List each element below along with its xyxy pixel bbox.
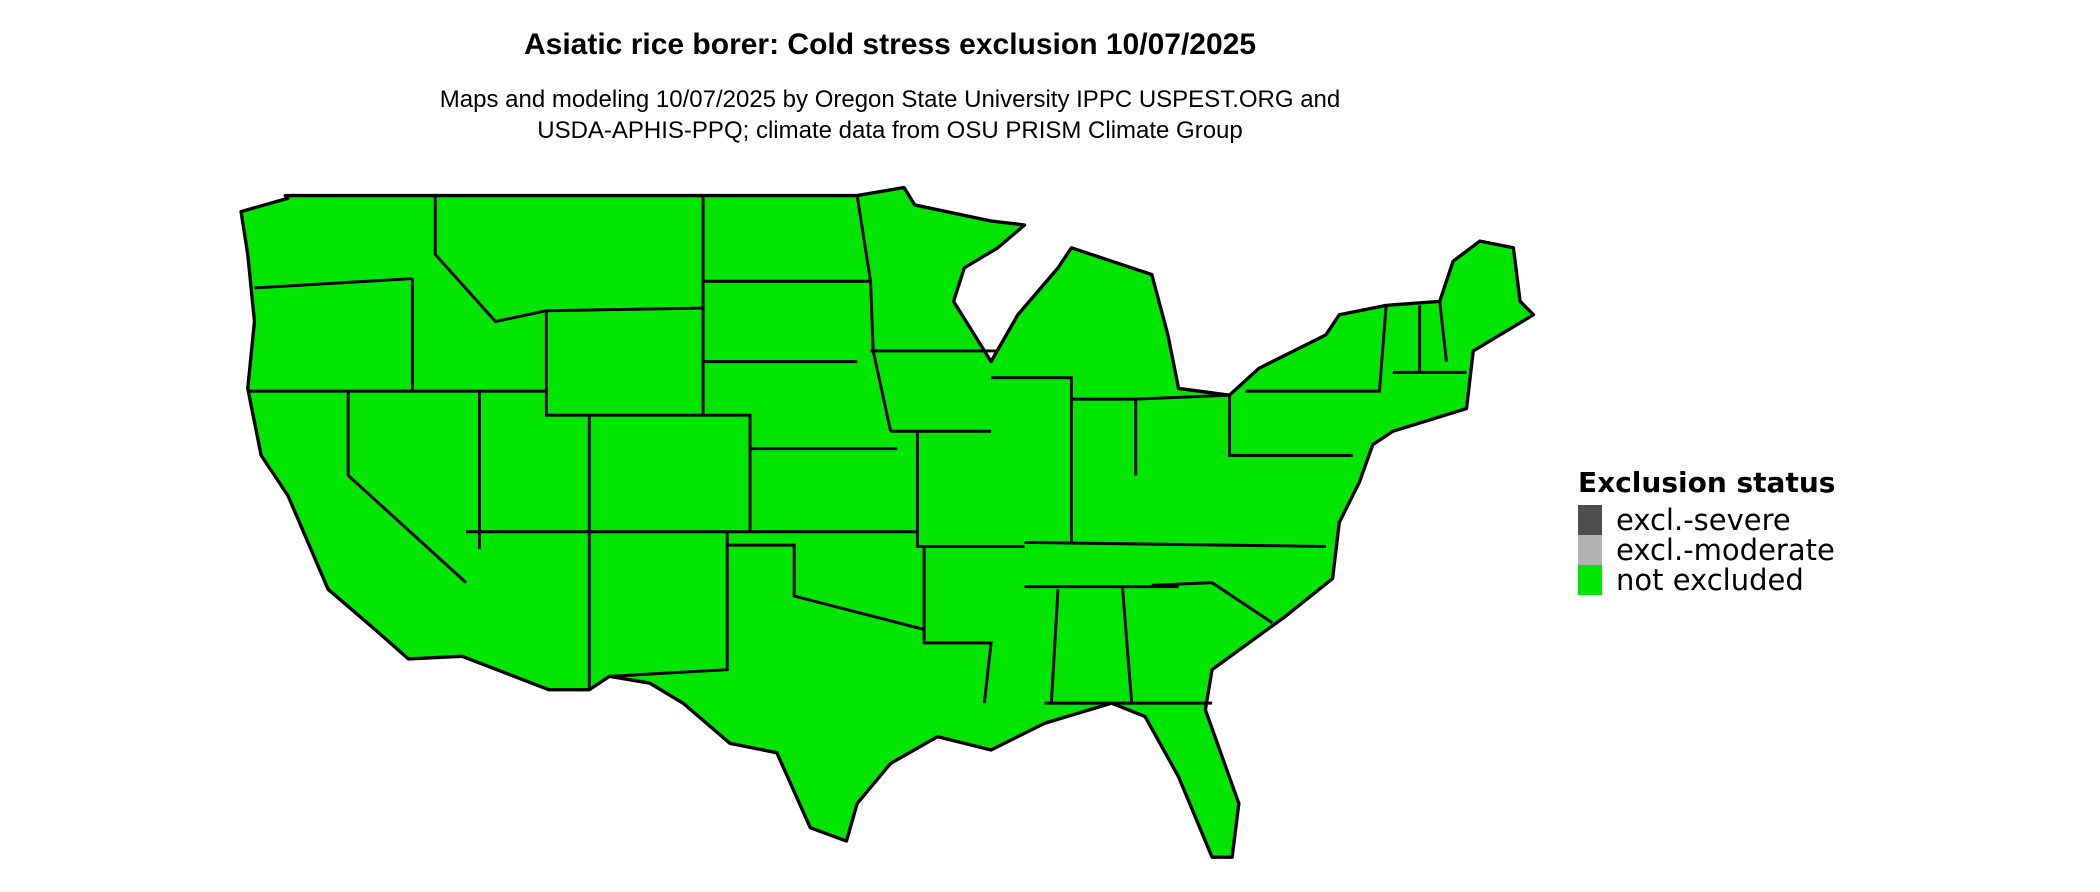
subtitle-line-1: Maps and modeling 10/07/2025 by Oregon S…	[439, 86, 1341, 113]
legend-swatch	[1578, 535, 1602, 565]
map-title: Asiatic rice borer: Cold stress exclusio…	[523, 28, 1257, 61]
legend-label: excl.-moderate	[1616, 533, 1835, 567]
legend-item-excl-moderate: excl.-moderate	[1578, 535, 1835, 565]
state-borders	[247, 194, 1467, 705]
legend-label: excl.-severe	[1616, 503, 1791, 537]
legend-item-excl-severe: excl.-severe	[1578, 505, 1835, 535]
legend-item-not-excluded: not excluded	[1578, 565, 1835, 595]
subtitle-line-2: USDA-APHIS-PPQ; climate data from OSU PR…	[537, 117, 1243, 144]
legend-label: not excluded	[1616, 563, 1804, 597]
us-outline	[239, 185, 1536, 859]
legend: Exclusion status excl.-severe excl.-mode…	[1578, 466, 1835, 595]
map-subtitle: Maps and modeling 10/07/2025 by Oregon S…	[0, 84, 1780, 146]
legend-swatch	[1578, 565, 1602, 595]
legend-title: Exclusion status	[1578, 466, 1836, 499]
legend-swatch	[1578, 505, 1602, 535]
